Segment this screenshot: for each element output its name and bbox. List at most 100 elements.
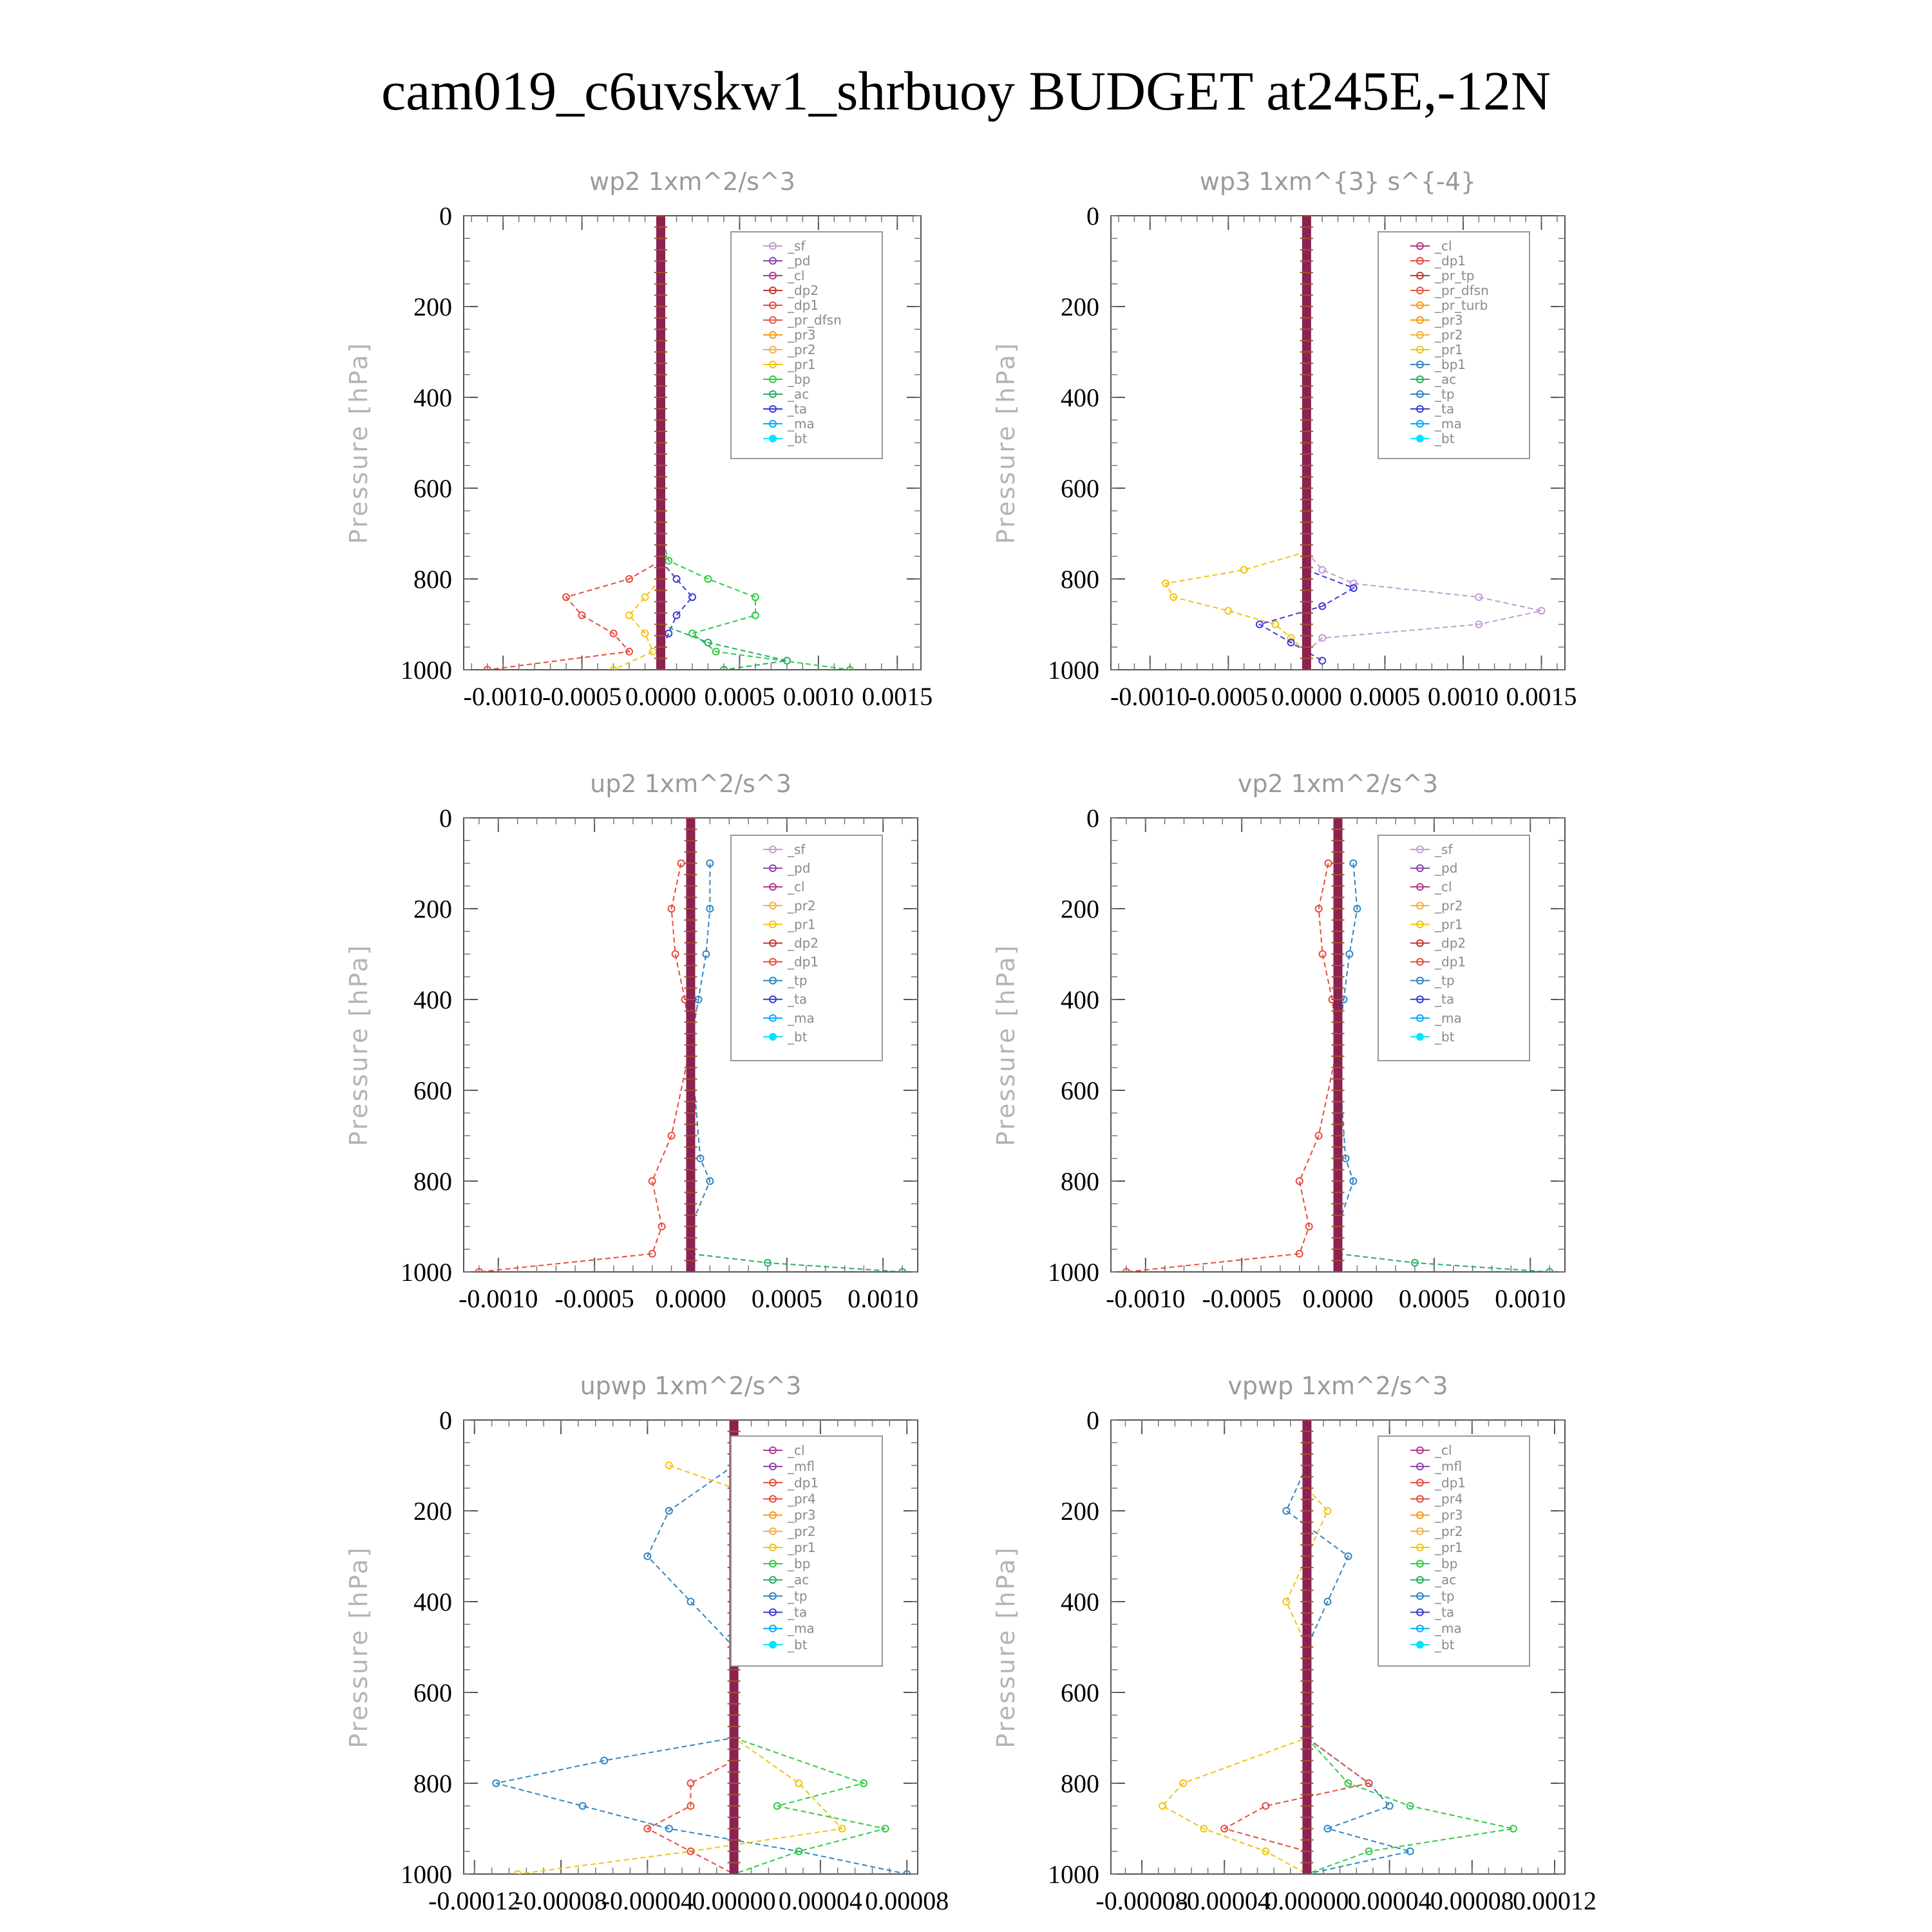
legend-label: _dp1 bbox=[787, 954, 819, 970]
data-point bbox=[1323, 1507, 1332, 1515]
legend-label: _cl bbox=[1434, 238, 1452, 254]
data-point bbox=[475, 1268, 483, 1272]
legend-marker bbox=[769, 301, 777, 309]
series-line-bp1 bbox=[1305, 551, 1542, 670]
legend-label: _bt bbox=[787, 431, 808, 446]
series-line-dp1 bbox=[487, 560, 661, 670]
data-point bbox=[1344, 1552, 1352, 1560]
legend-label: _pr_dfsn bbox=[787, 312, 842, 328]
legend-label: _pr1 bbox=[787, 916, 816, 932]
legend-label: _dp2 bbox=[787, 283, 819, 298]
data-point bbox=[665, 1461, 673, 1470]
x-tick-label: 0.0010 bbox=[848, 1284, 918, 1313]
data-point bbox=[667, 905, 676, 913]
legend-label: _pr2 bbox=[787, 342, 816, 357]
legend-box bbox=[1378, 1435, 1530, 1667]
data-point bbox=[1475, 620, 1483, 629]
data-point bbox=[1318, 950, 1327, 958]
legend-marker bbox=[769, 390, 777, 398]
x-tick-label: -0.00004 bbox=[601, 1886, 694, 1915]
x-tick-label: 0.0010 bbox=[783, 682, 854, 711]
data-point bbox=[846, 666, 854, 670]
legend-marker bbox=[1416, 435, 1424, 442]
legend-marker bbox=[1416, 301, 1424, 309]
x-tick-label: -0.00008 bbox=[1095, 1886, 1188, 1915]
legend-label: _dp1 bbox=[787, 1475, 819, 1490]
data-point bbox=[795, 1779, 803, 1787]
legend-label: _bp bbox=[1434, 1556, 1457, 1571]
data-point bbox=[719, 666, 728, 670]
y-axis-label: Pressure [hPa] bbox=[345, 341, 373, 544]
legend-label: _ma bbox=[1434, 1010, 1462, 1026]
legend-marker bbox=[769, 1479, 777, 1487]
legend-label: _pr4 bbox=[1434, 1491, 1463, 1506]
legend: _sf _pd _cl _pr2 _pr1 _dp2 _dp1 _tp _ta _ma _bt bbox=[1378, 835, 1530, 1061]
data-point bbox=[706, 859, 714, 867]
data-point bbox=[665, 1824, 673, 1833]
data-layer bbox=[1162, 216, 1546, 670]
series-line-dp1 bbox=[1126, 863, 1339, 1272]
legend-marker bbox=[769, 995, 777, 1003]
legend-marker bbox=[769, 1608, 777, 1616]
legend-label: _pd bbox=[787, 860, 810, 876]
legend-label: _ta bbox=[787, 992, 807, 1007]
data-point bbox=[578, 611, 586, 620]
x-tick-label: -0.0005 bbox=[1189, 682, 1268, 711]
y-axis-label: Pressure [hPa] bbox=[992, 1546, 1020, 1748]
data-point bbox=[1262, 1802, 1270, 1810]
panel-title: vpwp 1xm^2/s^3 bbox=[1227, 1372, 1448, 1400]
data-point bbox=[658, 1222, 666, 1231]
series-line-bp bbox=[1306, 1737, 1514, 1874]
legend-label: _dp1 bbox=[1434, 954, 1466, 970]
series-line-bp bbox=[660, 533, 850, 670]
data-point bbox=[1344, 1779, 1352, 1787]
data-point bbox=[712, 647, 720, 656]
data-point bbox=[648, 1249, 656, 1258]
legend-marker bbox=[1416, 257, 1424, 265]
legend: _cl_mfl_dp1_pr4_pr3_pr2_pr1_bp_ac_tp_ta_… bbox=[1378, 1435, 1530, 1667]
legend-label: _cl bbox=[787, 879, 805, 895]
data-point bbox=[704, 575, 712, 583]
data-point bbox=[665, 556, 673, 565]
data-point bbox=[667, 1132, 676, 1140]
y-tick-label: 0 bbox=[1086, 804, 1099, 833]
x-tick-label: -0.0010 bbox=[464, 682, 543, 711]
data-layer bbox=[483, 216, 854, 670]
x-tick-label: 0.00004 bbox=[1348, 1886, 1432, 1915]
legend-marker bbox=[769, 939, 777, 947]
y-tick-label: 200 bbox=[413, 895, 452, 923]
legend-marker bbox=[769, 242, 777, 250]
legend-marker bbox=[1416, 1527, 1424, 1535]
y-tick-label: 400 bbox=[1061, 985, 1099, 1014]
y-tick-label: 600 bbox=[413, 1678, 452, 1707]
legend-marker bbox=[769, 346, 777, 354]
data-point bbox=[643, 1824, 652, 1833]
legend-label: _ma bbox=[787, 1621, 815, 1636]
series-line-tp bbox=[1285, 1465, 1410, 1874]
data-point bbox=[687, 1598, 695, 1605]
panel-6: vpwp 1xm^2/s^3 Pressure [hPa] 0 200 400 600 80… bbox=[992, 1372, 1596, 1915]
legend-marker bbox=[769, 257, 777, 265]
legend-box bbox=[730, 231, 883, 459]
x-tick-label: -0.0005 bbox=[1202, 1284, 1281, 1313]
x-tick-label: -0.00008 bbox=[515, 1886, 607, 1915]
y-axis-label: Pressure [hPa] bbox=[345, 1546, 373, 1748]
data-point bbox=[1255, 620, 1264, 629]
data-point bbox=[1122, 1268, 1130, 1272]
legend: _sf_pd_cl_dp2_dp1_pr_dfsn_pr3_pr2_pr1_bp… bbox=[730, 231, 883, 459]
legend-marker bbox=[769, 883, 777, 891]
data-point bbox=[1349, 859, 1358, 867]
data-point bbox=[1318, 602, 1327, 611]
legend-label: _dp2 bbox=[1434, 935, 1466, 951]
y-tick-label: 1000 bbox=[401, 656, 452, 685]
x-tick-label: 0.0010 bbox=[1495, 1284, 1566, 1313]
y-tick-label: 800 bbox=[1061, 565, 1099, 594]
data-point bbox=[1537, 607, 1546, 615]
y-tick-label: 400 bbox=[413, 985, 452, 1014]
y-tick-label: 1000 bbox=[1048, 656, 1099, 685]
legend-box bbox=[730, 835, 883, 1061]
legend-label: _pr2 bbox=[1434, 898, 1463, 913]
data-point bbox=[706, 1177, 714, 1185]
legend-label: _pr2 bbox=[787, 1524, 816, 1539]
legend-label: _cl bbox=[787, 1443, 805, 1458]
